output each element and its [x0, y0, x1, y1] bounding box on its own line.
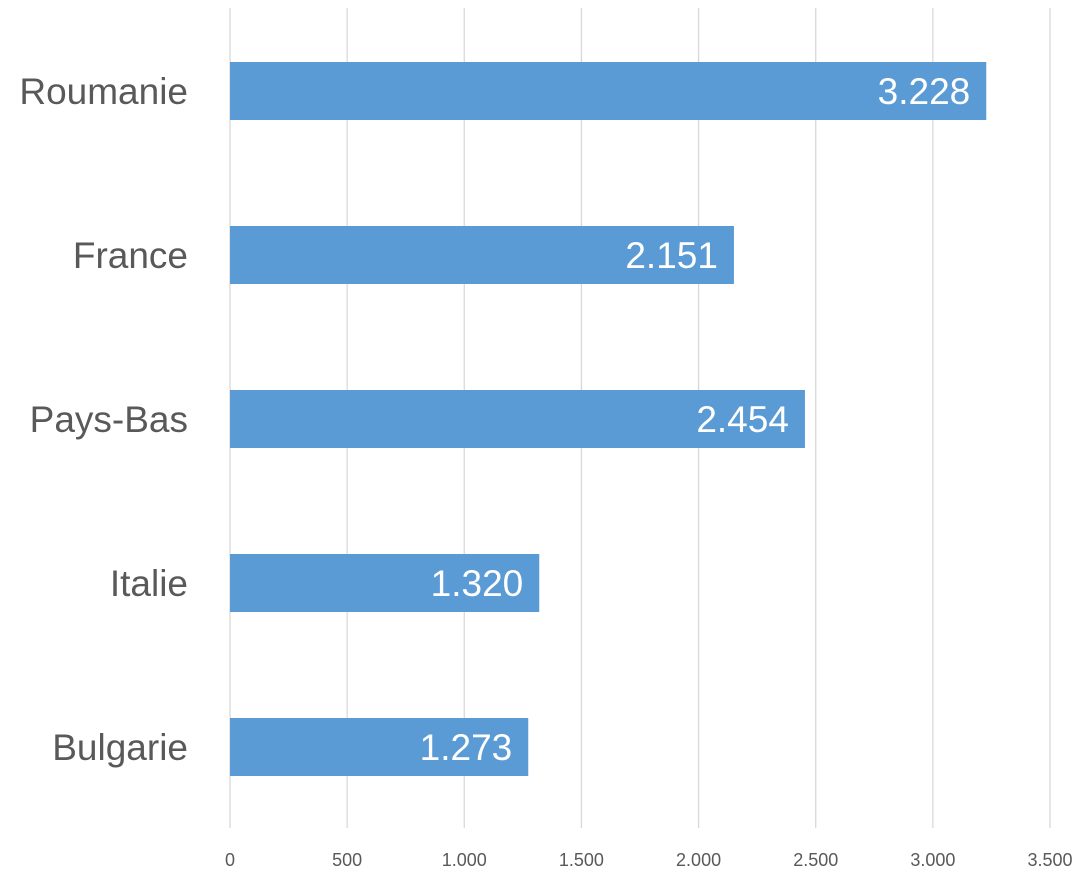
category-label-4: Bulgarie [52, 727, 188, 768]
category-label-2: Pays-Bas [30, 399, 188, 440]
data-label-4: 1.273 [420, 727, 513, 768]
bar-2 [230, 390, 805, 448]
category-label-0: Roumanie [19, 71, 188, 112]
x-tick-label-0: 0 [225, 850, 235, 870]
category-label-3: Italie [110, 563, 188, 604]
x-tick-labels: 0 500 1.000 1.500 2.000 2.500 3.000 3.500 [225, 850, 1073, 870]
bar-1 [230, 226, 734, 284]
x-tick-label-2: 1.000 [442, 850, 487, 870]
bar-0 [230, 62, 987, 120]
category-label-1: France [73, 235, 188, 276]
x-tick-label-6: 3.000 [910, 850, 955, 870]
category-labels: Roumanie France Pays-Bas Italie Bulgarie [19, 71, 188, 768]
data-label-0: 3.228 [878, 71, 971, 112]
x-tick-label-1: 500 [332, 850, 362, 870]
x-tick-label-5: 2.500 [793, 850, 838, 870]
data-label-3: 1.320 [431, 563, 524, 604]
x-tick-label-3: 1.500 [559, 850, 604, 870]
data-label-2: 2.454 [696, 399, 789, 440]
bar-4 [230, 718, 529, 776]
data-label-1: 2.151 [625, 235, 718, 276]
x-tick-label-7: 3.500 [1027, 850, 1072, 870]
bar-3 [230, 554, 540, 612]
bars: 3.228 2.151 2.454 1.320 1.273 [230, 62, 987, 776]
x-tick-label-4: 2.000 [676, 850, 721, 870]
